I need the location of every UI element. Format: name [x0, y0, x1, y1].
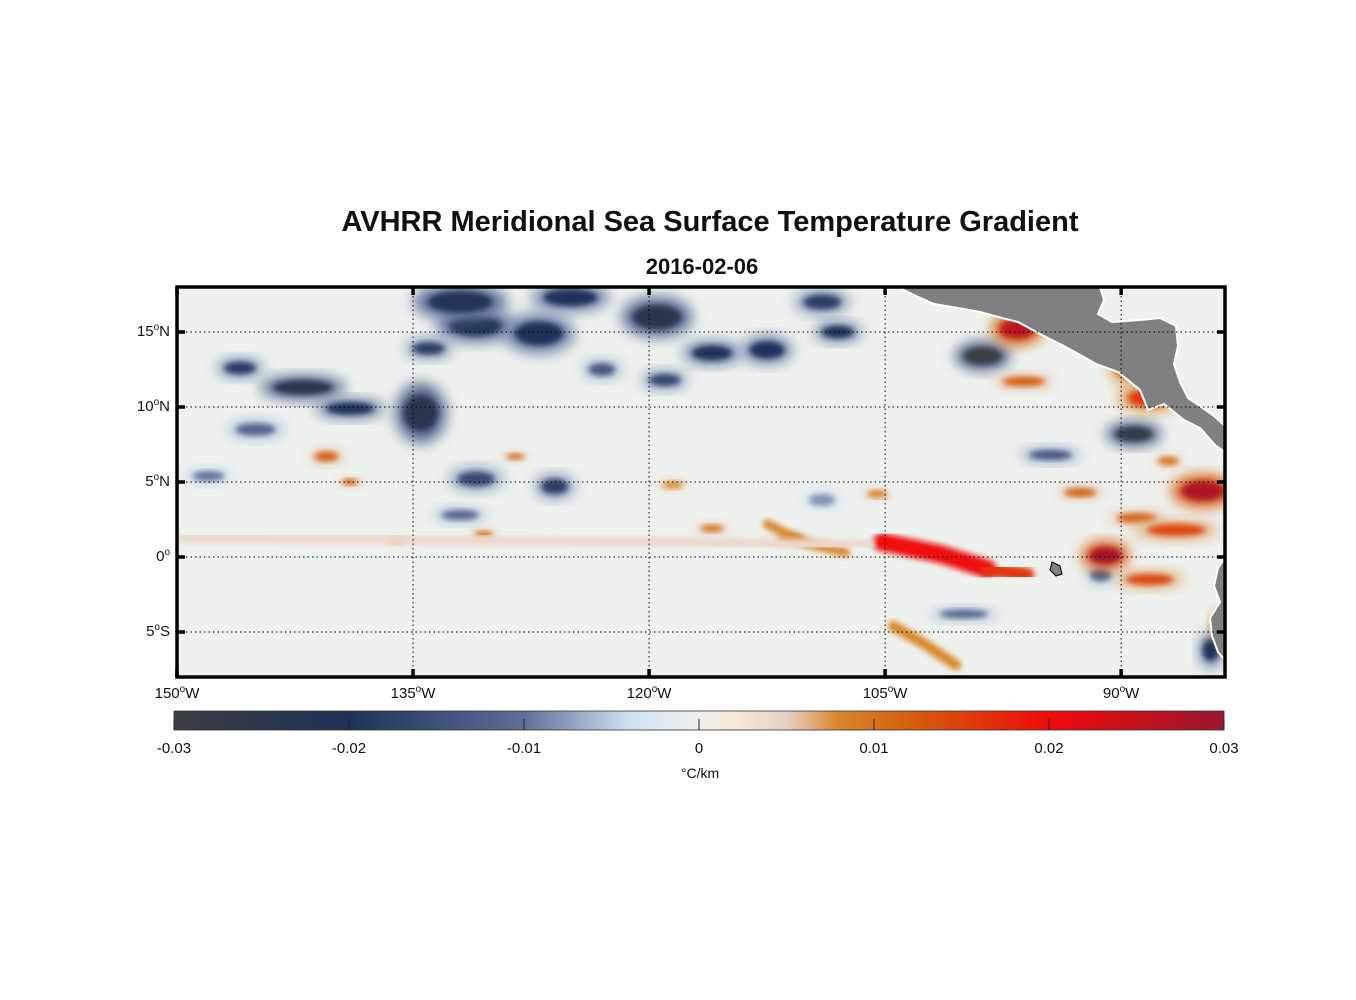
map-subtitle-date: 2016-02-06	[645, 254, 759, 279]
colorbar-tick-label-2: -0.01	[506, 740, 542, 757]
gradient-streak-1	[979, 561, 1035, 583]
gradient-feature-36	[866, 490, 888, 498]
gradient-feature-1	[223, 362, 256, 374]
gradient-feature-16	[235, 423, 276, 436]
gradient-feature-14	[648, 374, 681, 386]
gradient-feature-38	[1002, 376, 1045, 387]
colorbar-tick-label-4: 0.01	[859, 740, 889, 757]
colorbar-ticks	[173, 719, 1225, 730]
lat-tick-label-1: 10oN	[136, 397, 170, 415]
gradient-feature-33	[661, 481, 684, 489]
gradient-feature-44	[1146, 524, 1206, 536]
gradient-feature-0	[273, 380, 333, 395]
gradient-feature-46	[1125, 574, 1174, 585]
galapagos-island	[1049, 561, 1063, 577]
lon-tick-label-0: 150oW	[154, 684, 200, 702]
gradient-feature-43	[1181, 481, 1225, 501]
lon-tick-label-2: 120oW	[626, 684, 672, 702]
gradient-feature-28	[314, 451, 339, 462]
gradient-feature-48	[1157, 456, 1180, 466]
gradient-feature-34	[699, 524, 725, 533]
colorbar-units: °C/km	[680, 765, 720, 781]
gradient-feature-4	[449, 316, 503, 336]
gradient-feature-17	[457, 471, 495, 487]
graticule	[177, 287, 1225, 677]
gradient-feature-30	[505, 453, 525, 460]
colorbar-tick-label-1: -0.02	[331, 740, 367, 757]
frame-ticks	[175, 287, 1225, 677]
lon-tick-label-4: 90oW	[1102, 684, 1140, 702]
gradient-feature-10	[691, 345, 733, 361]
lat-tick-label-0: 15oN	[136, 322, 170, 340]
gradient-feature-45	[1089, 547, 1122, 564]
gradient-features	[177, 287, 1225, 671]
gradient-feature-12	[803, 294, 841, 310]
south-america-land	[1208, 556, 1225, 662]
land-mass	[897, 287, 1225, 662]
map-title: AVHRR Meridional Sea Surface Temperature…	[341, 206, 1079, 238]
gradient-feature-3	[403, 395, 439, 431]
lat-tick-label-2: 5oN	[145, 472, 170, 490]
gradient-feature-13	[821, 326, 854, 338]
gradient-feature-42	[1116, 513, 1157, 523]
gradient-feature-18	[541, 479, 569, 494]
colorbar-tick-label-0: -0.03	[156, 740, 192, 757]
gradient-feature-25	[939, 609, 988, 619]
colorbar-tick-label-5: 0.02	[1034, 740, 1064, 757]
gradient-feature-6	[412, 342, 445, 355]
gradient-feature-9	[632, 305, 682, 329]
gradient-feature-7	[428, 291, 493, 313]
central-america-land	[897, 287, 1225, 454]
gradient-feature-21	[192, 471, 225, 481]
gradient-streak-0	[872, 533, 997, 578]
gradient-streak-4	[177, 532, 875, 551]
gradient-feature-23	[1115, 426, 1153, 442]
lat-tick-label-4: 5oS	[146, 622, 170, 640]
gradient-feature-27	[1089, 569, 1112, 581]
gradient-streak-3	[887, 620, 962, 671]
colorbar-tick-label-3: 0	[694, 740, 704, 757]
lat-tick-label-3: 0o	[156, 547, 170, 565]
gradient-feature-11	[749, 341, 785, 359]
lon-tick-label-1: 135oW	[390, 684, 436, 702]
gradient-feature-19	[441, 510, 479, 520]
lon-tick-label-3: 105oW	[862, 684, 908, 702]
gradient-feature-24	[1028, 450, 1072, 460]
gradient-feature-22	[963, 347, 1002, 365]
gradient-feature-8	[543, 289, 598, 306]
gradient-feature-15	[588, 363, 616, 376]
gradient-feature-20	[808, 494, 836, 506]
gradient-feature-41	[1064, 488, 1097, 497]
gradient-feature-29	[342, 479, 359, 485]
gradient-feature-5	[514, 321, 563, 346]
gradient-feature-2	[326, 402, 375, 415]
colorbar-tick-label-6: 0.03	[1209, 740, 1239, 757]
